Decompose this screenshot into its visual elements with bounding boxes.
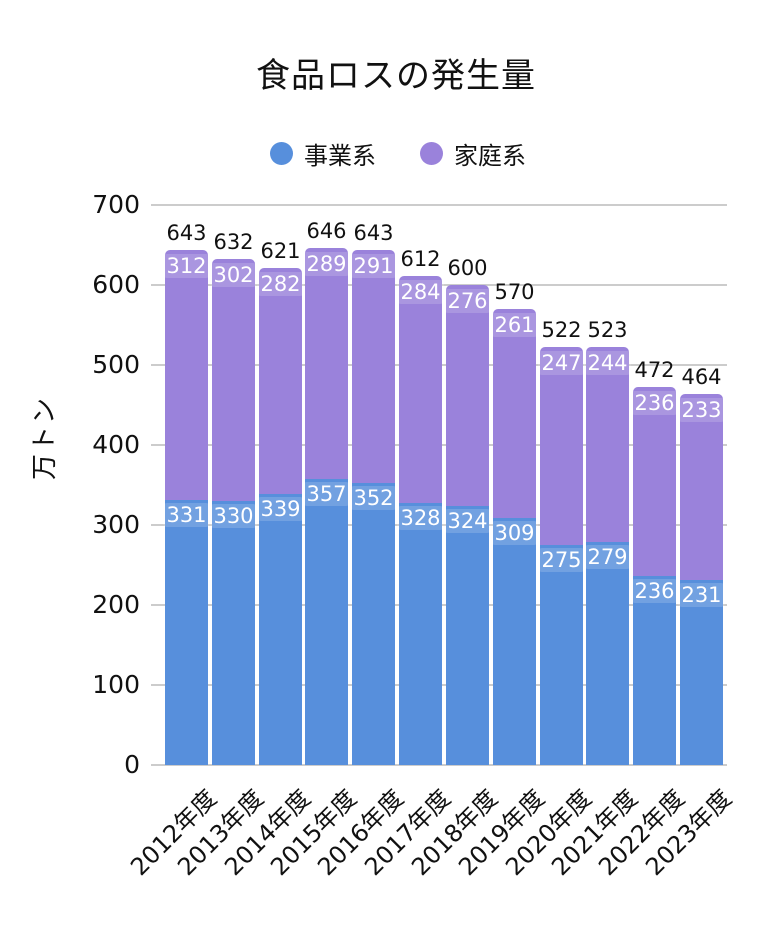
bar-segment-business [680,580,723,765]
segment-value-label-household: 236 [623,391,686,416]
bar-segment-business [586,542,629,765]
legend-swatch-household-icon [420,142,443,165]
segment-value-label-household: 302 [202,263,265,288]
chart-title: 食品ロスの発生量 [256,56,536,96]
bar-segment-household [399,276,442,503]
legend-label-business: 事業系 [304,142,376,170]
segment-value-label-business: 324 [436,509,499,534]
segment-value-label-household: 244 [576,351,639,376]
y-tick-label-400: 400 [92,430,140,459]
segment-value-label-household: 282 [249,272,312,297]
segment-value-label-business: 357 [295,482,358,507]
segment-value-label-business: 331 [155,503,218,528]
segment-value-label-business: 339 [249,497,312,522]
bar-segment-household [305,248,348,479]
segment-value-label-business: 352 [342,486,405,511]
segment-value-label-business: 236 [623,579,686,604]
bar-segment-business [259,494,302,765]
legend: 事業系 家庭系 [0,136,780,171]
total-value-label: 522 [541,318,582,342]
total-value-label: 621 [260,239,301,263]
legend-item-business: 事業系 [270,136,376,171]
bar-segment-business [446,506,489,765]
y-tick-label-200: 200 [92,590,140,619]
bar-segment-business [633,576,676,765]
bar-segment-business [212,501,255,765]
segment-value-label-business: 330 [202,504,265,529]
bar-segment-household [540,347,583,545]
y-tick-label-0: 0 [124,750,140,779]
segment-value-label-household: 276 [436,289,499,314]
bar-segment-business [165,500,208,765]
bar-segment-business [352,483,395,765]
legend-swatch-business-icon [270,142,293,165]
segment-value-label-household: 289 [295,252,358,277]
total-value-label: 646 [306,219,347,243]
total-value-label: 643 [353,221,394,245]
segment-value-label-household: 284 [389,280,452,305]
bar-segment-business [493,518,536,765]
y-tick-label-300: 300 [92,510,140,539]
legend-item-household: 家庭系 [420,136,526,171]
bar-segment-household [352,250,395,483]
y-tick-label-500: 500 [92,350,140,379]
gridline-700 [151,204,727,206]
gridline-0 [151,764,727,766]
total-value-label: 464 [681,365,722,389]
segment-value-label-business: 275 [530,548,593,573]
bar-segment-household [493,309,536,518]
bar-segment-household [680,394,723,580]
segment-value-label-household: 247 [530,351,593,376]
segment-value-label-household: 312 [155,254,218,279]
total-value-label: 612 [400,247,441,271]
total-value-label: 600 [447,256,488,280]
segment-value-label-business: 309 [483,521,546,546]
y-tick-label-600: 600 [92,270,140,299]
total-value-label: 570 [494,280,535,304]
segment-value-label-household: 233 [670,398,733,423]
bar-segment-business [399,503,442,765]
legend-label-household: 家庭系 [454,142,526,170]
bar-segment-household [633,387,676,576]
total-value-label: 643 [166,221,207,245]
segment-value-label-business: 328 [389,506,452,531]
y-tick-label-700: 700 [92,190,140,219]
bar-segment-household [212,259,255,501]
total-value-label: 632 [213,230,254,254]
total-value-label: 472 [634,358,675,382]
segment-value-label-business: 279 [576,545,639,570]
bar-segment-household [259,268,302,494]
total-value-label: 523 [587,318,628,342]
bar-segment-business [305,479,348,765]
segment-value-label-household: 261 [483,313,546,338]
bar-segment-household [446,285,489,506]
segment-value-label-business: 231 [670,583,733,608]
segment-value-label-household: 291 [342,254,405,279]
bar-segment-household [165,250,208,500]
bar-segment-household [586,347,629,542]
bar-segment-business [540,545,583,765]
y-tick-label-100: 100 [92,670,140,699]
